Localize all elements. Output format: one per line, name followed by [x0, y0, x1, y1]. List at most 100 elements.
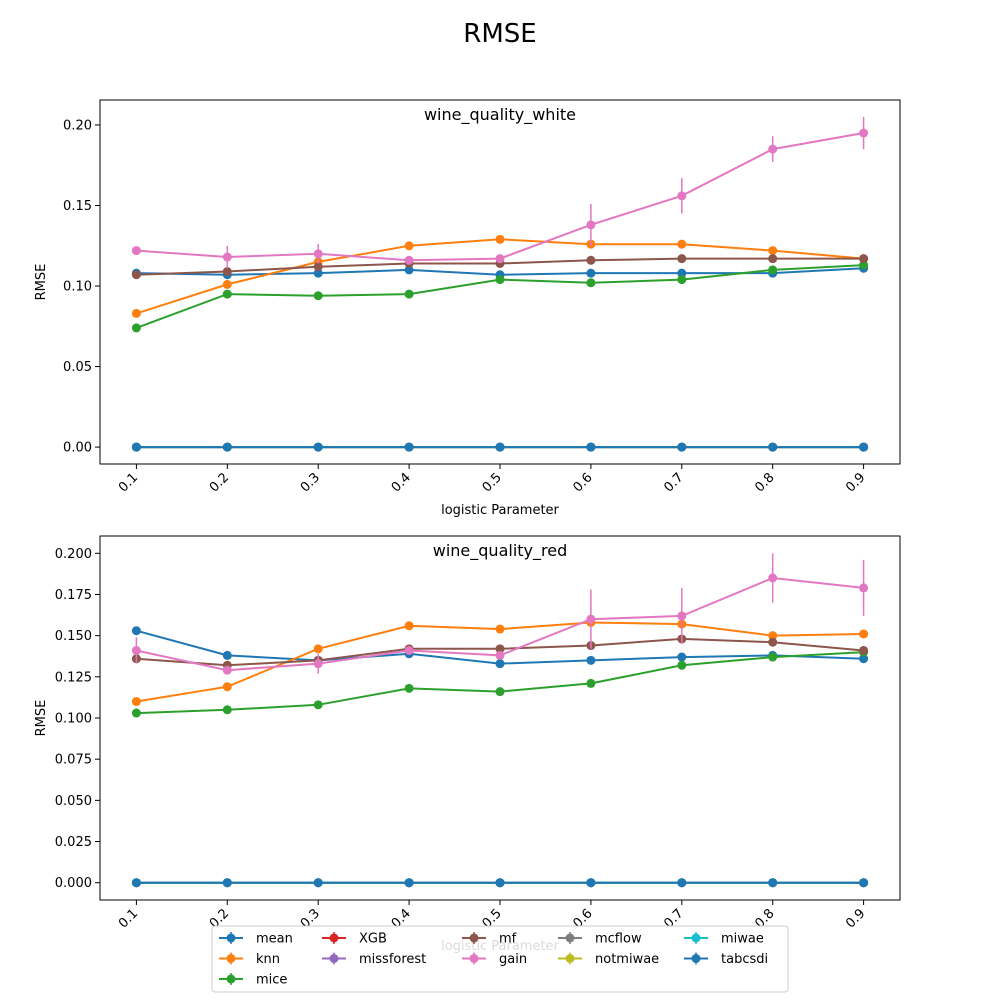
data-point — [768, 652, 778, 662]
data-point — [677, 878, 687, 888]
data-point — [677, 268, 687, 278]
y-tick-label: 0.00 — [63, 441, 92, 456]
data-point — [495, 442, 505, 452]
panel-title: wine_quality_red — [433, 541, 567, 561]
legend-item-mean: mean — [219, 932, 293, 947]
data-point — [495, 234, 505, 244]
data-point — [586, 442, 596, 452]
data-point — [677, 191, 687, 201]
data-point — [859, 128, 869, 138]
data-point — [495, 878, 505, 888]
data-point — [586, 678, 596, 688]
y-tick-label: 0.000 — [55, 876, 92, 891]
x-axis-label: logistic Parameter — [441, 503, 559, 518]
series-gain — [131, 116, 869, 269]
legend-item-mice: mice — [219, 973, 287, 988]
y-tick-label: 0.100 — [55, 712, 92, 727]
data-point — [586, 878, 596, 888]
data-point — [677, 239, 687, 249]
data-point — [495, 275, 505, 285]
data-point — [313, 291, 323, 301]
panel-title: wine_quality_white — [424, 105, 576, 125]
data-point — [404, 621, 414, 631]
data-point — [222, 442, 232, 452]
data-point — [131, 270, 141, 280]
legend-item-tabcsdi: tabcsdi — [684, 952, 768, 967]
data-point — [859, 583, 869, 593]
legend-marker — [329, 954, 339, 963]
data-point — [859, 442, 869, 452]
data-point — [222, 279, 232, 289]
data-point — [131, 246, 141, 256]
data-point — [495, 644, 505, 654]
data-point — [131, 645, 141, 655]
legend-item-mf: mf — [462, 932, 517, 947]
data-point — [586, 614, 596, 624]
data-point — [131, 626, 141, 636]
legend-item-notmiwae: notmiwae — [558, 952, 659, 967]
legend-label: knn — [256, 952, 280, 967]
data-point — [222, 665, 232, 675]
data-point — [404, 645, 414, 655]
legend-label: mf — [499, 932, 517, 947]
y-tick-label: 0.20 — [63, 118, 92, 133]
legend-box — [211, 925, 789, 993]
y-tick-label: 0.025 — [55, 835, 92, 850]
legend-marker — [226, 974, 236, 984]
data-point — [768, 246, 778, 256]
legend-label: notmiwae — [595, 952, 659, 967]
data-point — [404, 265, 414, 275]
data-point — [768, 631, 778, 641]
legend-marker — [226, 954, 236, 963]
legend-item-knn: knn — [219, 952, 280, 967]
y-tick-label: 0.05 — [63, 360, 92, 375]
data-point — [404, 878, 414, 888]
data-point — [404, 442, 414, 452]
y-tick-label: 0.10 — [63, 280, 92, 295]
legend-marker — [691, 933, 701, 943]
data-point — [313, 659, 323, 669]
legend-marker — [691, 954, 701, 963]
data-point — [859, 654, 869, 664]
data-point — [495, 254, 505, 264]
legend-marker — [469, 954, 479, 963]
data-point — [222, 705, 232, 715]
data-point — [222, 267, 232, 277]
data-point — [131, 308, 141, 318]
data-point — [495, 650, 505, 660]
y-axis-label: RMSE — [34, 700, 49, 737]
data-point — [768, 442, 778, 452]
legend-item-xgb: XGB — [322, 932, 387, 947]
data-point — [495, 687, 505, 697]
legend-marker — [565, 954, 575, 963]
legend-label: gain — [499, 952, 527, 967]
data-point — [222, 650, 232, 660]
data-point — [495, 624, 505, 634]
y-tick-label: 0.150 — [55, 629, 92, 644]
series-tabcsdi — [131, 442, 869, 452]
data-point — [222, 682, 232, 692]
legend-item-miwae: miwae — [684, 932, 764, 947]
data-point — [404, 289, 414, 299]
legend-label: missforest — [359, 952, 426, 967]
legend-label: miwae — [721, 932, 764, 947]
data-point — [859, 260, 869, 270]
data-point — [404, 683, 414, 693]
y-tick-label: 0.075 — [55, 753, 92, 768]
data-point — [859, 645, 869, 655]
data-point — [131, 708, 141, 718]
figure-title: RMSE — [463, 19, 536, 49]
series-mice — [131, 260, 869, 333]
data-point — [586, 220, 596, 230]
data-point — [677, 254, 687, 264]
legend-label: tabcsdi — [721, 952, 768, 967]
data-point — [131, 878, 141, 888]
data-point — [586, 268, 596, 278]
legend-item-mcflow: mcflow — [558, 932, 642, 947]
legend-label: XGB — [359, 932, 387, 947]
data-point — [404, 241, 414, 251]
data-point — [768, 878, 778, 888]
data-point — [313, 878, 323, 888]
legend-item-gain: gain — [462, 952, 527, 967]
series-knn — [131, 617, 869, 707]
